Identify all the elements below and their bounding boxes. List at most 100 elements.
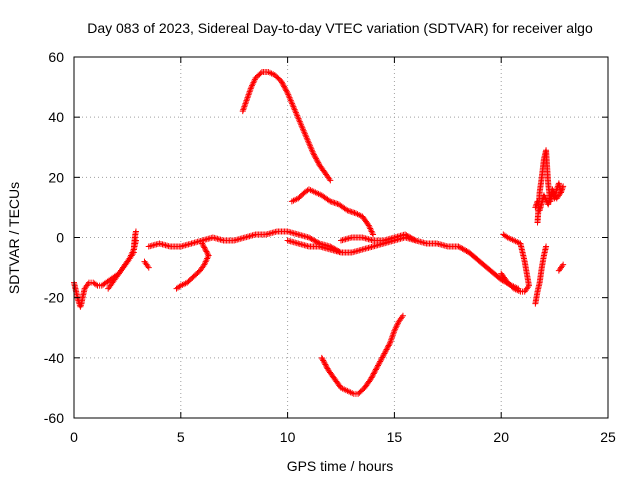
- chart-title: Day 083 of 2023, Sidereal Day-to-day VTE…: [87, 20, 593, 36]
- data-point: [499, 271, 506, 278]
- data-point: [345, 207, 352, 214]
- y-tick-label: -20: [44, 290, 64, 306]
- data-point: [322, 361, 329, 368]
- data-point: [370, 370, 377, 377]
- data-point: [323, 364, 330, 371]
- data-point: [379, 354, 386, 361]
- data-point: [560, 183, 567, 190]
- data-point: [315, 159, 322, 166]
- y-tick-label: 0: [56, 230, 64, 246]
- data-series: [71, 69, 567, 397]
- data-point: [333, 200, 340, 207]
- data-point: [370, 231, 377, 238]
- data-point: [145, 264, 152, 271]
- data-point: [283, 88, 290, 95]
- data-point: [386, 341, 393, 348]
- data-point: [369, 373, 376, 380]
- data-point: [257, 70, 264, 77]
- y-tick-label: 60: [48, 49, 64, 65]
- data-point: [381, 350, 388, 357]
- series-early-spike: [130, 228, 139, 253]
- series-mid-bump: [338, 231, 419, 244]
- data-point: [558, 189, 565, 196]
- data-point: [376, 359, 383, 366]
- x-tick-label: 25: [600, 429, 616, 445]
- series-second-arc: [288, 186, 377, 238]
- axis-ticks: 0 5 10 15 20 25 -60 -40 -20 0 20 40 60: [44, 49, 616, 445]
- data-point: [351, 209, 358, 216]
- data-point: [503, 233, 510, 240]
- data-point: [372, 366, 379, 373]
- data-point: [367, 375, 374, 382]
- data-point: [560, 261, 567, 268]
- data-point: [313, 155, 320, 162]
- data-point: [199, 240, 206, 247]
- data-point: [378, 355, 385, 362]
- data-point: [318, 354, 325, 361]
- data-point: [200, 243, 207, 250]
- data-point: [347, 208, 354, 215]
- data-point: [350, 209, 357, 216]
- data-point: [312, 154, 319, 161]
- data-point: [382, 347, 389, 354]
- y-tick-label: 40: [48, 109, 64, 125]
- data-point: [279, 80, 286, 87]
- data-point: [372, 367, 379, 374]
- data-point: [373, 365, 380, 372]
- data-point: [282, 86, 289, 93]
- series-tail-loop: [498, 231, 532, 295]
- data-point: [384, 345, 391, 352]
- data-point: [411, 236, 418, 243]
- x-tick-label: 20: [493, 429, 509, 445]
- series-lower-arc: [318, 312, 406, 397]
- data-point: [199, 241, 206, 248]
- data-point: [368, 374, 375, 381]
- data-point: [399, 312, 406, 319]
- data-point: [383, 346, 390, 353]
- data-point: [320, 357, 327, 364]
- data-point: [311, 152, 318, 159]
- data-point: [348, 208, 355, 215]
- series-tail-small: [555, 261, 567, 274]
- data-point: [327, 198, 334, 205]
- data-point: [374, 363, 381, 370]
- series-upper-arc: [239, 69, 334, 184]
- data-point: [281, 83, 288, 90]
- y-tick-label: -40: [44, 350, 64, 366]
- data-point: [201, 244, 208, 251]
- data-point: [327, 177, 334, 184]
- data-point: [377, 357, 384, 364]
- data-point: [320, 358, 327, 365]
- data-point: [93, 281, 100, 288]
- data-point: [310, 150, 317, 157]
- data-point: [330, 199, 337, 206]
- data-point: [281, 84, 288, 91]
- data-point: [205, 252, 212, 259]
- data-point: [280, 82, 287, 89]
- x-tick-label: 10: [280, 429, 296, 445]
- data-point: [310, 151, 317, 158]
- data-point: [283, 87, 290, 94]
- series-early-small-1: [141, 258, 152, 271]
- x-tick-label: 15: [387, 429, 403, 445]
- data-point: [498, 270, 505, 277]
- data-point: [384, 343, 391, 350]
- y-tick-label: -60: [44, 410, 64, 426]
- data-point: [313, 156, 320, 163]
- x-tick-label: 5: [177, 429, 185, 445]
- data-point: [319, 356, 326, 363]
- series-low-branch: [173, 240, 212, 292]
- data-point: [328, 198, 335, 205]
- data-point: [380, 353, 387, 360]
- data-point: [204, 251, 211, 258]
- data-point: [204, 249, 211, 256]
- data-point: [323, 362, 330, 369]
- data-point: [132, 228, 139, 235]
- data-point: [375, 362, 382, 369]
- data-point: [278, 79, 285, 86]
- data-point: [382, 349, 389, 356]
- series-main-track: [145, 228, 344, 256]
- y-tick-label: 20: [48, 169, 64, 185]
- data-point: [371, 369, 378, 376]
